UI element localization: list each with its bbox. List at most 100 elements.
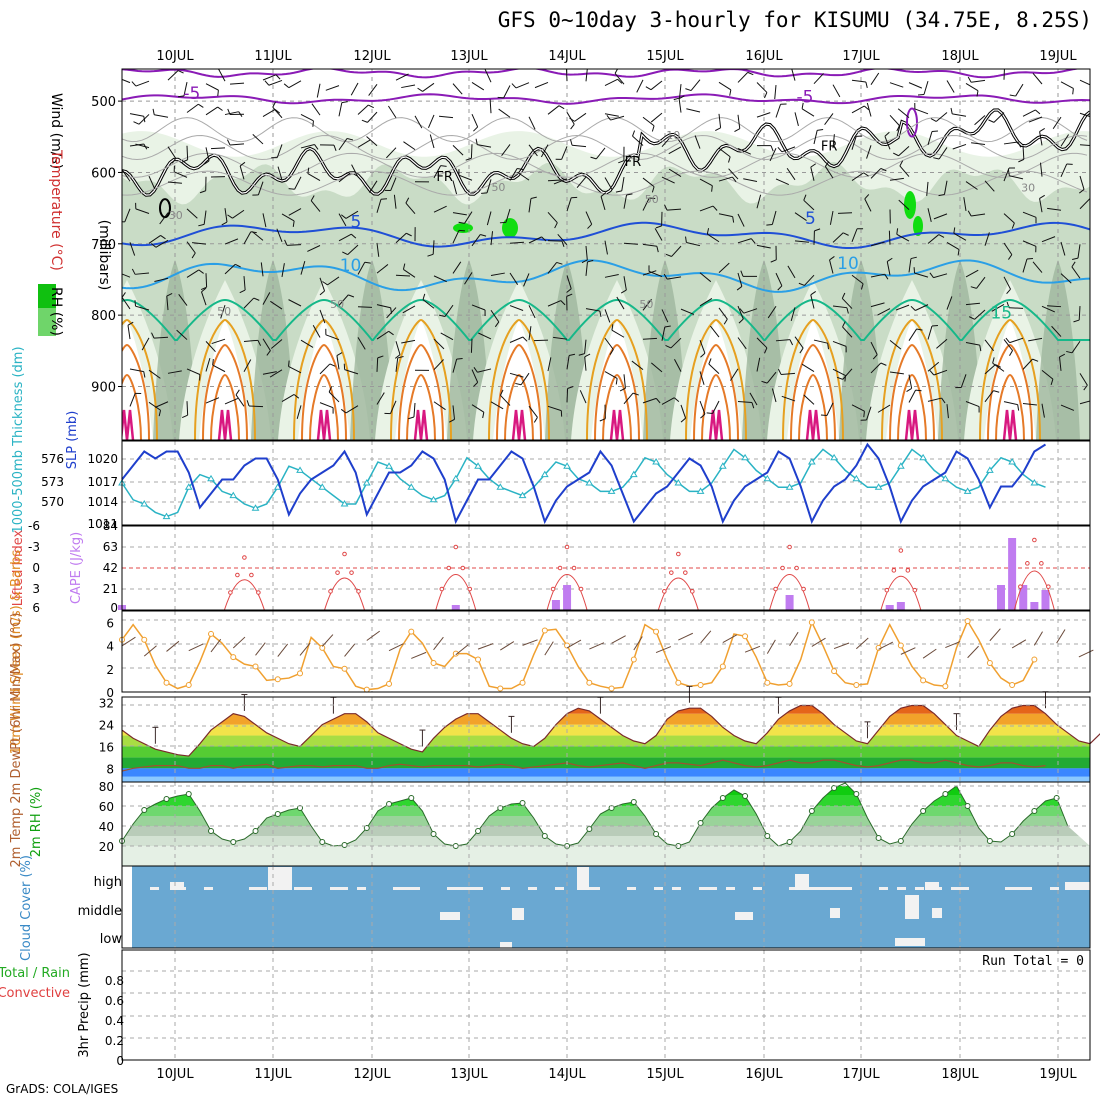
y-tick-label: 0.6: [105, 994, 124, 1008]
wind-barb-flag: [761, 380, 768, 384]
wind-barb: [1079, 373, 1088, 386]
wind-barb: [585, 261, 588, 276]
wind-barb: [328, 391, 340, 403]
wind-barb: [579, 390, 587, 404]
wind-barb: [953, 232, 967, 241]
temp-contour-minus5-closed: [906, 107, 918, 138]
wind-barb: [801, 108, 815, 117]
wind-barb-flag: [967, 210, 972, 217]
wind-barb: [974, 309, 986, 320]
wind-barb-flag: [566, 293, 573, 297]
wind-barb: [666, 208, 682, 211]
wind-barb-flag: [865, 81, 868, 88]
wind-barb: [971, 213, 986, 217]
wind-barb-flag: [732, 176, 737, 183]
lifted-point: [235, 572, 240, 578]
wind-barb: [933, 213, 948, 220]
wind-barb: [1060, 404, 1075, 411]
wind-barb: [908, 82, 923, 89]
wind-speed-line: [121, 619, 1036, 691]
day-label-bottom: 19JUL: [1039, 1067, 1077, 1082]
wind-barb: [490, 309, 500, 323]
data-point: [1031, 808, 1038, 814]
wind-barb-flag: [226, 139, 231, 146]
wind-barb: [604, 371, 618, 379]
wind-barb: [824, 113, 834, 125]
data-point: [697, 682, 704, 689]
rh2m-panel: 80 60 40 20 2m RH (%): [29, 780, 1090, 866]
grads-credit: GrADS: COLA/IGES: [6, 1082, 119, 1096]
wind-barb-flag: [284, 239, 288, 246]
data-point: [385, 462, 393, 469]
data-point: [763, 474, 772, 482]
wind-barb-flag: [439, 314, 446, 318]
wind-barb: [699, 297, 713, 307]
wind-barb: [387, 105, 397, 119]
wind-barb-flag: [930, 118, 937, 122]
contour-label: 5: [351, 212, 362, 232]
wind-barb: [338, 233, 352, 242]
wind-barb-flag: [342, 251, 348, 256]
rh-column-white: [886, 320, 938, 440]
cloud-high-cell: [708, 887, 717, 890]
wind-barb-flag: [417, 87, 423, 92]
wind-barb: [1060, 163, 1068, 178]
wind-barb-flag: [706, 412, 713, 414]
wind-barb: [1047, 207, 1062, 211]
wind-barb: [166, 296, 169, 311]
wind-barb-flag: [609, 349, 614, 355]
wind-barb-flag: [665, 253, 672, 257]
wind-barb: [1003, 339, 1013, 351]
wind-barb-flag: [288, 188, 295, 190]
wind-barb: [661, 326, 666, 341]
wind-barb: [870, 362, 882, 374]
wind-barb-flag: [364, 261, 371, 264]
wind-barb: [976, 276, 986, 289]
cloud-high-cell: [951, 887, 960, 890]
contour-label: 50: [491, 181, 505, 194]
wind-barb: [813, 339, 828, 344]
wind-barb-flag: [619, 387, 626, 392]
wind-barb-flag: [568, 353, 576, 357]
data-point: [519, 800, 526, 806]
data-point: [608, 685, 615, 692]
wind-barb: [345, 405, 359, 414]
y-tick-label: 1011: [87, 517, 118, 531]
wind-barb: [801, 363, 815, 372]
lifted-point: [342, 551, 347, 557]
wind-barb: [477, 368, 492, 373]
temp-contour-30: [316, 409, 332, 440]
wind-barb-flag: [732, 216, 735, 223]
cloud-cell: [830, 908, 840, 918]
wind-barb-flag: [706, 228, 710, 235]
wind-barb-flag: [587, 259, 594, 263]
wind-barb: [898, 199, 910, 211]
day-label-top: 15JUL: [646, 49, 684, 64]
wind-barb-flag: [166, 292, 173, 297]
day-label-top: 18JUL: [941, 49, 979, 64]
wind-barb-flag: [1005, 64, 1011, 66]
wind-barb: [557, 234, 568, 246]
wind-barb-flag: [1009, 94, 1016, 97]
wind-barb: [794, 240, 809, 243]
wind-barb: [749, 392, 758, 406]
data-point: [518, 491, 527, 499]
data-point: [852, 474, 861, 482]
wind-barb: [220, 304, 226, 319]
temp-contour-15: [122, 298, 1090, 341]
wind-barb: [357, 337, 366, 350]
wind-barb-flag: [1094, 146, 1096, 152]
wind-barb-flag: [810, 163, 817, 168]
slp-frame: [121, 440, 1091, 526]
wind-barb: [743, 308, 758, 314]
data-point: [430, 659, 437, 666]
cloud-high-cell: [528, 887, 537, 890]
wind-barb: [756, 337, 768, 349]
wind-barb: [699, 205, 714, 212]
wind-barb: [585, 211, 593, 225]
wind-barb: [395, 357, 399, 372]
wind-barb: [824, 166, 834, 179]
wind-barb: [154, 277, 169, 283]
contour-label: 10: [340, 256, 362, 276]
wind-barb: [866, 102, 872, 117]
